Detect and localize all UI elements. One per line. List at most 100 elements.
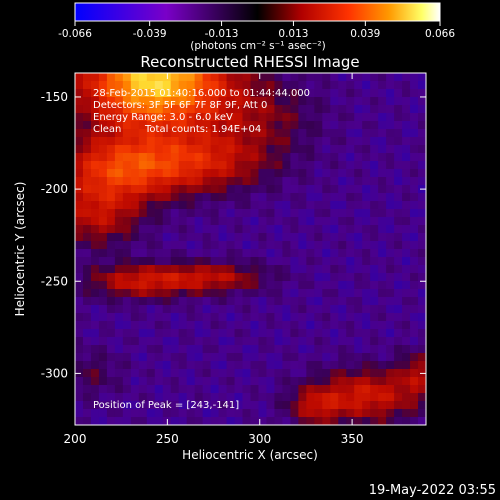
heatmap-cell <box>394 81 403 90</box>
heatmap-cell <box>314 329 323 338</box>
heatmap-cell <box>290 137 299 146</box>
heatmap-cell <box>338 81 347 90</box>
heatmap-cell <box>346 129 355 138</box>
heatmap-cell <box>90 369 100 378</box>
heatmap-cell <box>322 249 331 258</box>
heatmap-cell <box>386 337 395 346</box>
heatmap-cell <box>242 153 252 162</box>
heatmap-cell <box>106 145 116 154</box>
heatmap-cell <box>90 273 100 282</box>
heatmap-cell <box>234 185 244 194</box>
heatmap-cell <box>106 393 116 402</box>
heatmap-cell <box>346 345 355 354</box>
heatmap-cell <box>258 329 268 338</box>
heatmap-cell <box>354 233 363 242</box>
heatmap-cell <box>234 305 244 314</box>
heatmap-cell <box>130 241 140 250</box>
heatmap-cell <box>330 241 339 250</box>
heatmap-cell <box>394 217 403 226</box>
heatmap-cell <box>138 89 148 98</box>
heatmap-cell <box>146 249 156 258</box>
heatmap-cell <box>178 289 188 298</box>
heatmap-cell <box>306 153 315 162</box>
heatmap-cell <box>370 225 379 234</box>
heatmap-cell <box>378 385 387 394</box>
heatmap-cell <box>154 193 164 202</box>
heatmap-cell <box>258 305 268 314</box>
heatmap-cell <box>258 281 268 290</box>
heatmap-cell <box>202 329 212 338</box>
heatmap-cell <box>386 153 395 162</box>
heatmap-cell <box>146 145 156 154</box>
heatmap-cell <box>266 233 276 242</box>
heatmap-cell <box>130 321 140 330</box>
heatmap-cell <box>178 193 188 202</box>
heatmap-cell <box>402 329 411 338</box>
heatmap-cell <box>202 73 212 82</box>
heatmap-cell <box>282 153 291 162</box>
heatmap-cell <box>98 329 108 338</box>
heatmap-cell <box>346 361 355 370</box>
heatmap-cell <box>138 313 148 322</box>
heatmap-cell <box>122 417 132 425</box>
heatmap-cell <box>122 345 132 354</box>
heatmap-cell <box>178 89 188 98</box>
heatmap-cell <box>322 145 331 154</box>
heatmap-cell <box>330 137 339 146</box>
heatmap-cell <box>338 265 347 274</box>
heatmap-cell <box>410 89 419 98</box>
heatmap-cell <box>282 289 291 298</box>
heatmap-cell <box>386 81 395 90</box>
heatmap-cell <box>338 169 347 178</box>
heatmap-cell <box>170 129 180 138</box>
heatmap-cell <box>210 73 220 82</box>
heatmap-cell <box>370 281 379 290</box>
heatmap-cell <box>218 393 228 402</box>
heatmap-cell <box>210 121 220 130</box>
heatmap-cell <box>362 377 371 386</box>
heatmap-cell <box>330 257 339 266</box>
heatmap-cell <box>90 201 100 210</box>
heatmap-cell <box>418 193 426 202</box>
heatmap-cell <box>258 409 268 418</box>
heatmap-cell <box>194 81 204 90</box>
heatmap-cell <box>298 345 307 354</box>
heatmap-cell <box>274 129 284 138</box>
heatmap-cell <box>418 353 426 362</box>
heatmap-cell <box>330 409 339 418</box>
heatmap-cell <box>386 393 395 402</box>
heatmap-cell <box>402 377 411 386</box>
heatmap-cell <box>362 209 371 218</box>
heatmap-cell <box>226 137 236 146</box>
heatmap-cell <box>386 161 395 170</box>
heatmap-cell <box>394 369 403 378</box>
heatmap-cell <box>154 81 164 90</box>
heatmap-cell <box>82 401 92 410</box>
heatmap-cell <box>282 313 291 322</box>
heatmap-cell <box>402 369 411 378</box>
heatmap-cell <box>418 153 426 162</box>
heatmap-cell <box>98 193 108 202</box>
x-tick-label: 200 <box>64 432 87 446</box>
heatmap-cell <box>106 177 116 186</box>
heatmap-cell <box>218 137 228 146</box>
heatmap-cell <box>394 161 403 170</box>
heatmap-cell <box>122 225 132 234</box>
heatmap-cell <box>290 361 299 370</box>
heatmap-cell <box>250 121 260 130</box>
heatmap-cell <box>370 273 379 282</box>
heatmap-cell <box>354 225 363 234</box>
heatmap-cell <box>306 353 315 362</box>
heatmap-cell <box>138 265 148 274</box>
heatmap-cell <box>170 177 180 186</box>
heatmap-cell <box>322 193 331 202</box>
heatmap-cell <box>378 257 387 266</box>
heatmap-cell <box>202 273 212 282</box>
heatmap-cell <box>322 105 331 114</box>
heatmap-cell <box>242 377 252 386</box>
heatmap-cell <box>290 353 299 362</box>
heatmap-cell <box>330 209 339 218</box>
heatmap-cell <box>154 361 164 370</box>
heatmap-cell <box>250 369 260 378</box>
heatmap-cell <box>122 201 132 210</box>
